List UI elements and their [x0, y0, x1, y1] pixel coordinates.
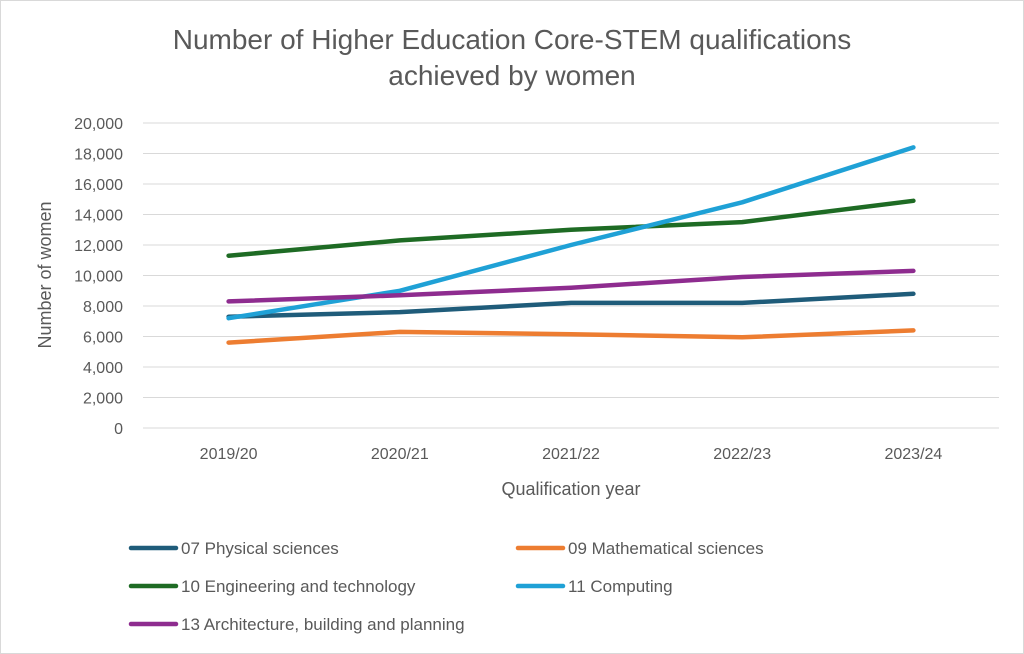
x-tick-label: 2023/24 [884, 446, 942, 463]
y-tick-label: 2,000 [83, 391, 123, 408]
legend-label: 07 Physical sciences [181, 539, 339, 558]
x-tick-label: 2022/23 [713, 446, 771, 463]
legend-label: 11 Computing [568, 577, 673, 596]
chart-title-line-1: Number of Higher Education Core-STEM qua… [173, 24, 852, 55]
y-tick-label: 0 [114, 421, 123, 438]
x-tick-label: 2021/22 [542, 446, 600, 463]
y-tick-label: 6,000 [83, 330, 123, 347]
x-axis-ticks: 2019/20 2020/21 2021/22 2022/23 2023/24 [200, 446, 943, 463]
legend-label: 09 Mathematical sciences [568, 539, 764, 558]
gridlines [143, 122, 999, 429]
series-line-1 [226, 328, 916, 345]
legend-label: 13 Architecture, building and planning [181, 615, 465, 634]
chart-title-line-2: achieved by women [388, 60, 635, 91]
legend: 07 Physical sciences 09 Mathematical scie… [128, 539, 764, 634]
y-axis-ticks: 0 2,000 4,000 6,000 8,000 10,000 12,000 14,000 1… [74, 116, 123, 438]
series-line-2 [226, 198, 916, 258]
y-tick-label: 14,000 [74, 208, 123, 225]
series-lines [226, 145, 916, 345]
y-tick-label: 16,000 [74, 177, 123, 194]
y-axis-title: Number of women [35, 201, 55, 348]
y-tick-label: 10,000 [74, 269, 123, 286]
series-line-0 [226, 291, 916, 319]
y-tick-label: 4,000 [83, 360, 123, 377]
y-tick-label: 20,000 [74, 116, 123, 133]
y-tick-label: 8,000 [83, 299, 123, 316]
x-tick-label: 2020/21 [371, 446, 429, 463]
y-tick-label: 18,000 [74, 147, 123, 164]
series-line-3 [226, 145, 916, 321]
series-line-4 [226, 268, 916, 304]
x-axis-title: Qualification year [501, 479, 640, 499]
y-tick-label: 12,000 [74, 238, 123, 255]
x-tick-label: 2019/20 [200, 446, 258, 463]
legend-label: 10 Engineering and technology [181, 577, 416, 596]
